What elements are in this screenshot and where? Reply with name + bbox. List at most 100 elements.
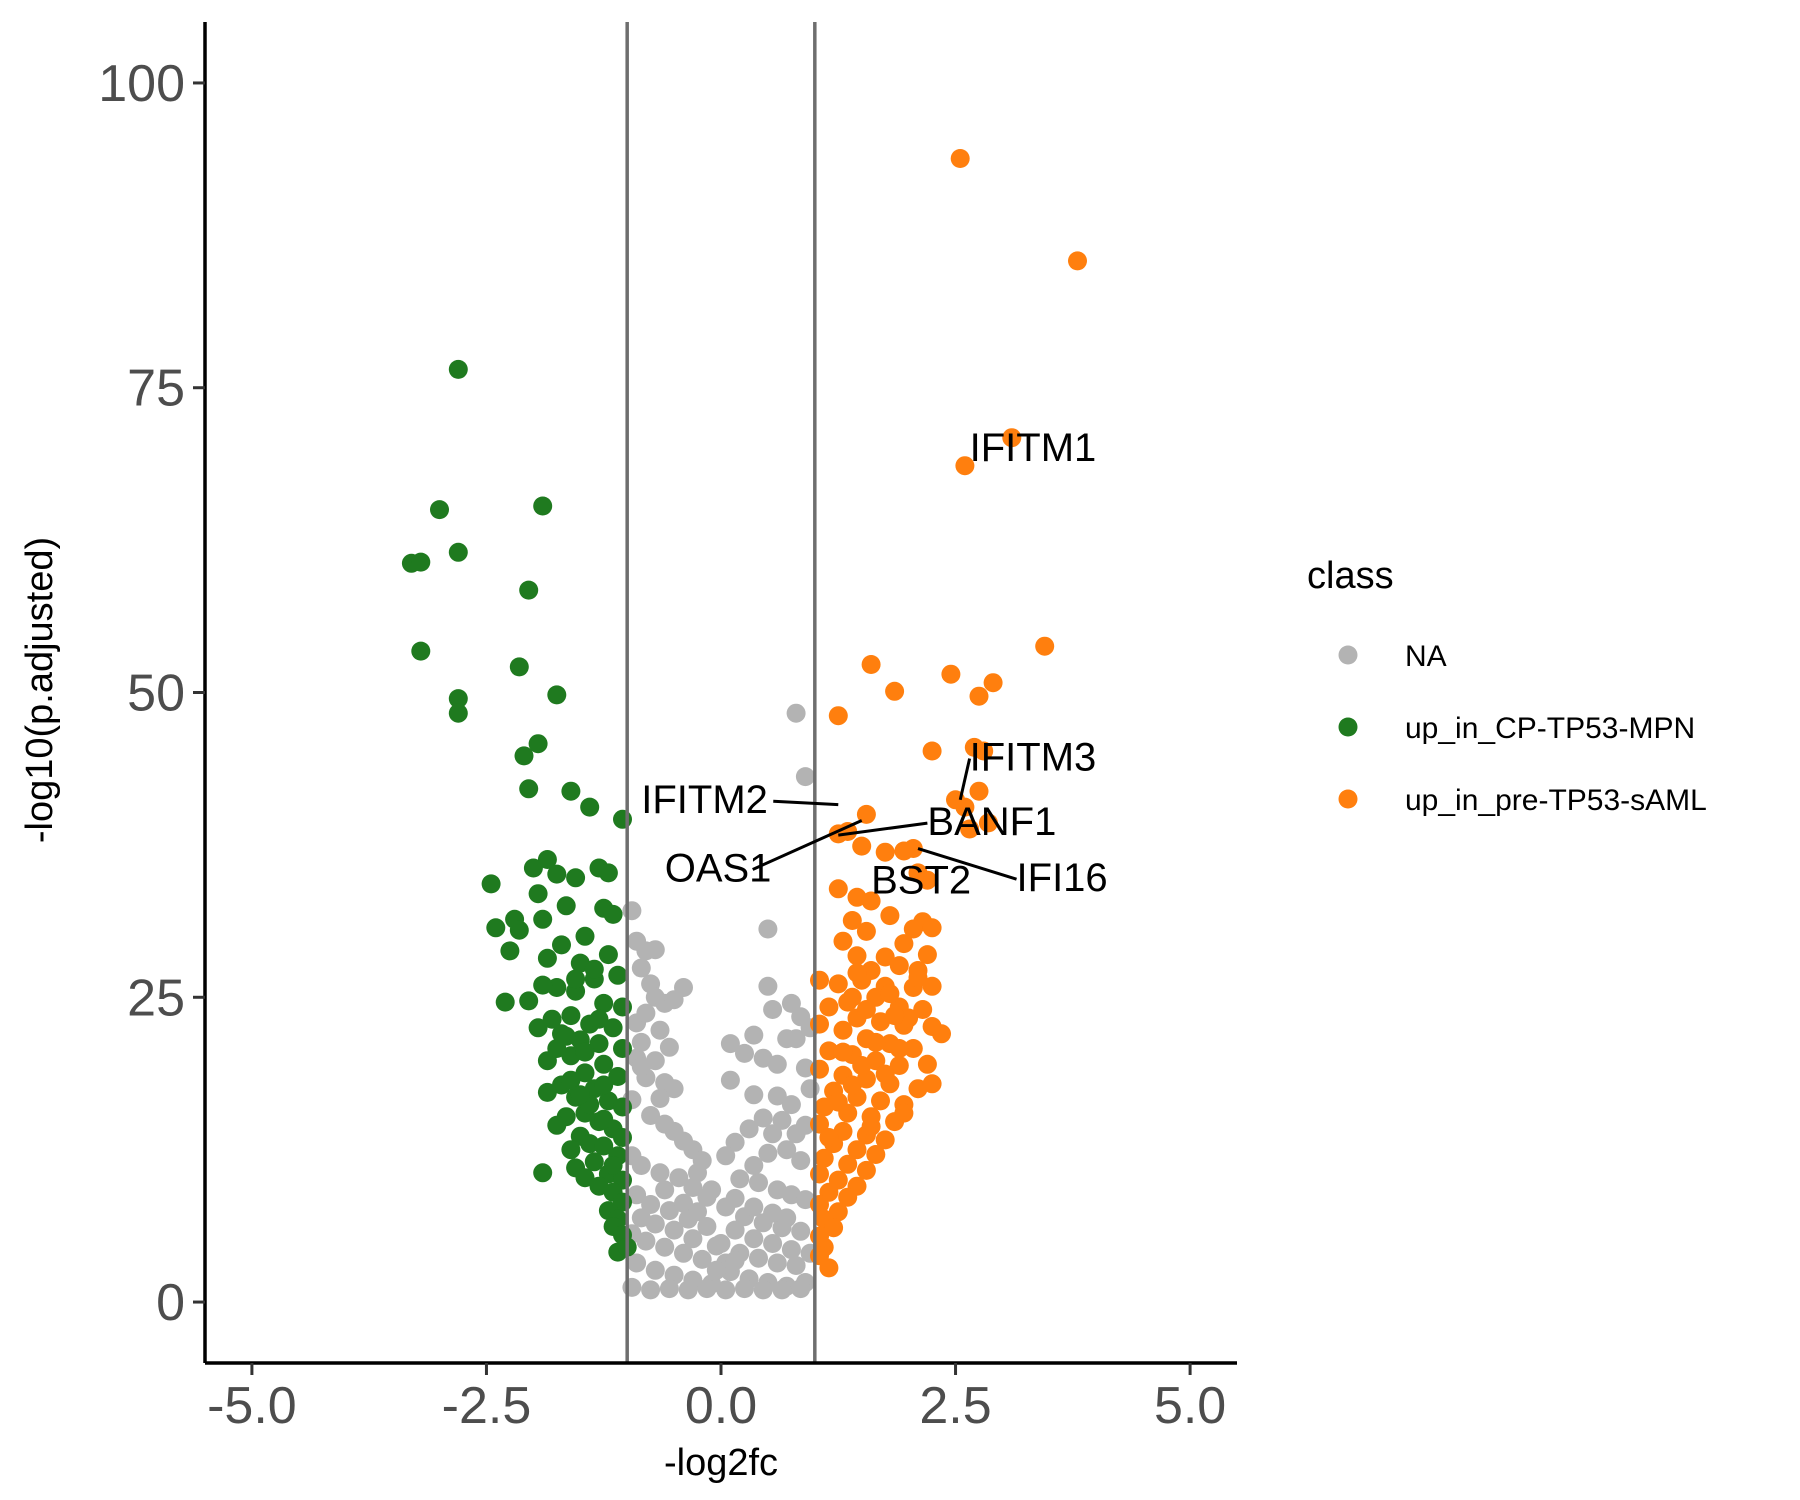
data-point [678,1280,698,1300]
points-layer [401,149,1087,1300]
data-point [810,1059,829,1079]
data-point [523,858,543,878]
data-point [608,1067,628,1086]
data-point [645,1260,665,1280]
data-point [894,934,914,954]
data-point [791,1151,811,1171]
data-point [613,809,632,829]
gene-label-bst2: BST2 [871,859,971,903]
data-point [777,1029,797,1049]
data-point [547,685,567,705]
data-point [537,948,557,968]
data-point [594,1054,614,1074]
data-point [978,813,998,833]
data-point [767,1086,787,1106]
gene-label-ifitm2: IFITM2 [641,778,768,822]
data-point [838,1187,858,1207]
data-point [852,1056,872,1075]
data-point [810,1014,829,1034]
x-tick-label: -2.5 [442,1377,532,1435]
data-point [833,1020,853,1040]
data-point [650,1020,670,1040]
data-point [500,941,520,961]
data-point [866,1145,886,1164]
data-point [744,1156,764,1175]
data-point [589,1034,609,1054]
label-leader-line [838,821,928,837]
y-tick-label: 25 [127,969,185,1027]
y-tick-label: 0 [156,1274,185,1332]
data-point [777,1140,797,1160]
data-point [575,1042,595,1062]
data-point [810,1246,829,1266]
data-point [706,1260,726,1280]
data-point [875,947,895,967]
data-point [763,1234,783,1253]
data-point [875,1130,895,1150]
data-point [631,1156,651,1175]
data-point [861,1117,881,1136]
data-point [519,779,539,799]
data-point [631,1208,651,1228]
data-point [631,1032,651,1052]
data-point [950,149,970,168]
data-point [664,1079,684,1099]
data-point [683,1178,703,1197]
data-point [875,842,895,862]
data-point [547,864,567,884]
data-point [598,863,618,883]
data-point [674,1193,693,1213]
data-point [575,1063,595,1083]
data-point [781,1095,801,1115]
data-point [622,901,642,921]
data-point [622,1277,642,1297]
data-point [941,664,961,684]
data-point [725,1220,745,1240]
data-point [847,1140,867,1160]
data-point [856,921,876,941]
data-point [720,1070,740,1090]
data-point [875,1064,895,1084]
data-point [828,974,848,994]
data-point [514,746,534,766]
data-point [894,1103,914,1123]
data-point [664,1220,684,1240]
data-point [645,940,665,960]
data-point [613,1097,632,1117]
y-tick-label: 100 [98,55,185,113]
data-point [758,919,778,939]
data-point [631,1057,651,1077]
data-point [631,958,651,978]
data-point [838,1154,858,1174]
data-point [594,993,614,1013]
legend-title: class [1307,555,1394,597]
data-point [781,1240,801,1260]
data-point [659,1201,679,1221]
data-point [791,1279,811,1299]
gene-label-banf1: BANF1 [927,800,1056,844]
data-point [819,997,839,1017]
data-point [856,1000,876,1019]
legend-entry-label: up_in_pre-TP53-sAML [1405,784,1707,817]
data-point [833,1042,853,1062]
data-point [795,767,815,787]
data-point [519,580,539,600]
data-point [519,991,539,1011]
gene-label-ifitm3: IFITM3 [970,736,1097,780]
data-point [608,965,628,985]
data-point [533,1163,553,1183]
gene-label-oas1: OAS1 [665,846,772,890]
data-point [819,1041,839,1061]
data-point [589,1009,609,1029]
data-point [983,673,1003,693]
data-point [847,963,867,983]
data-point [917,1054,937,1074]
data-point [842,1075,862,1095]
data-point [481,874,501,894]
data-point [753,1108,773,1128]
data-point [688,1202,707,1222]
legend: class NA up_in_CP-TP53-MPN up_in_pre-TP53-… [1307,555,1707,817]
data-point [847,946,867,966]
data-point [739,1119,759,1139]
